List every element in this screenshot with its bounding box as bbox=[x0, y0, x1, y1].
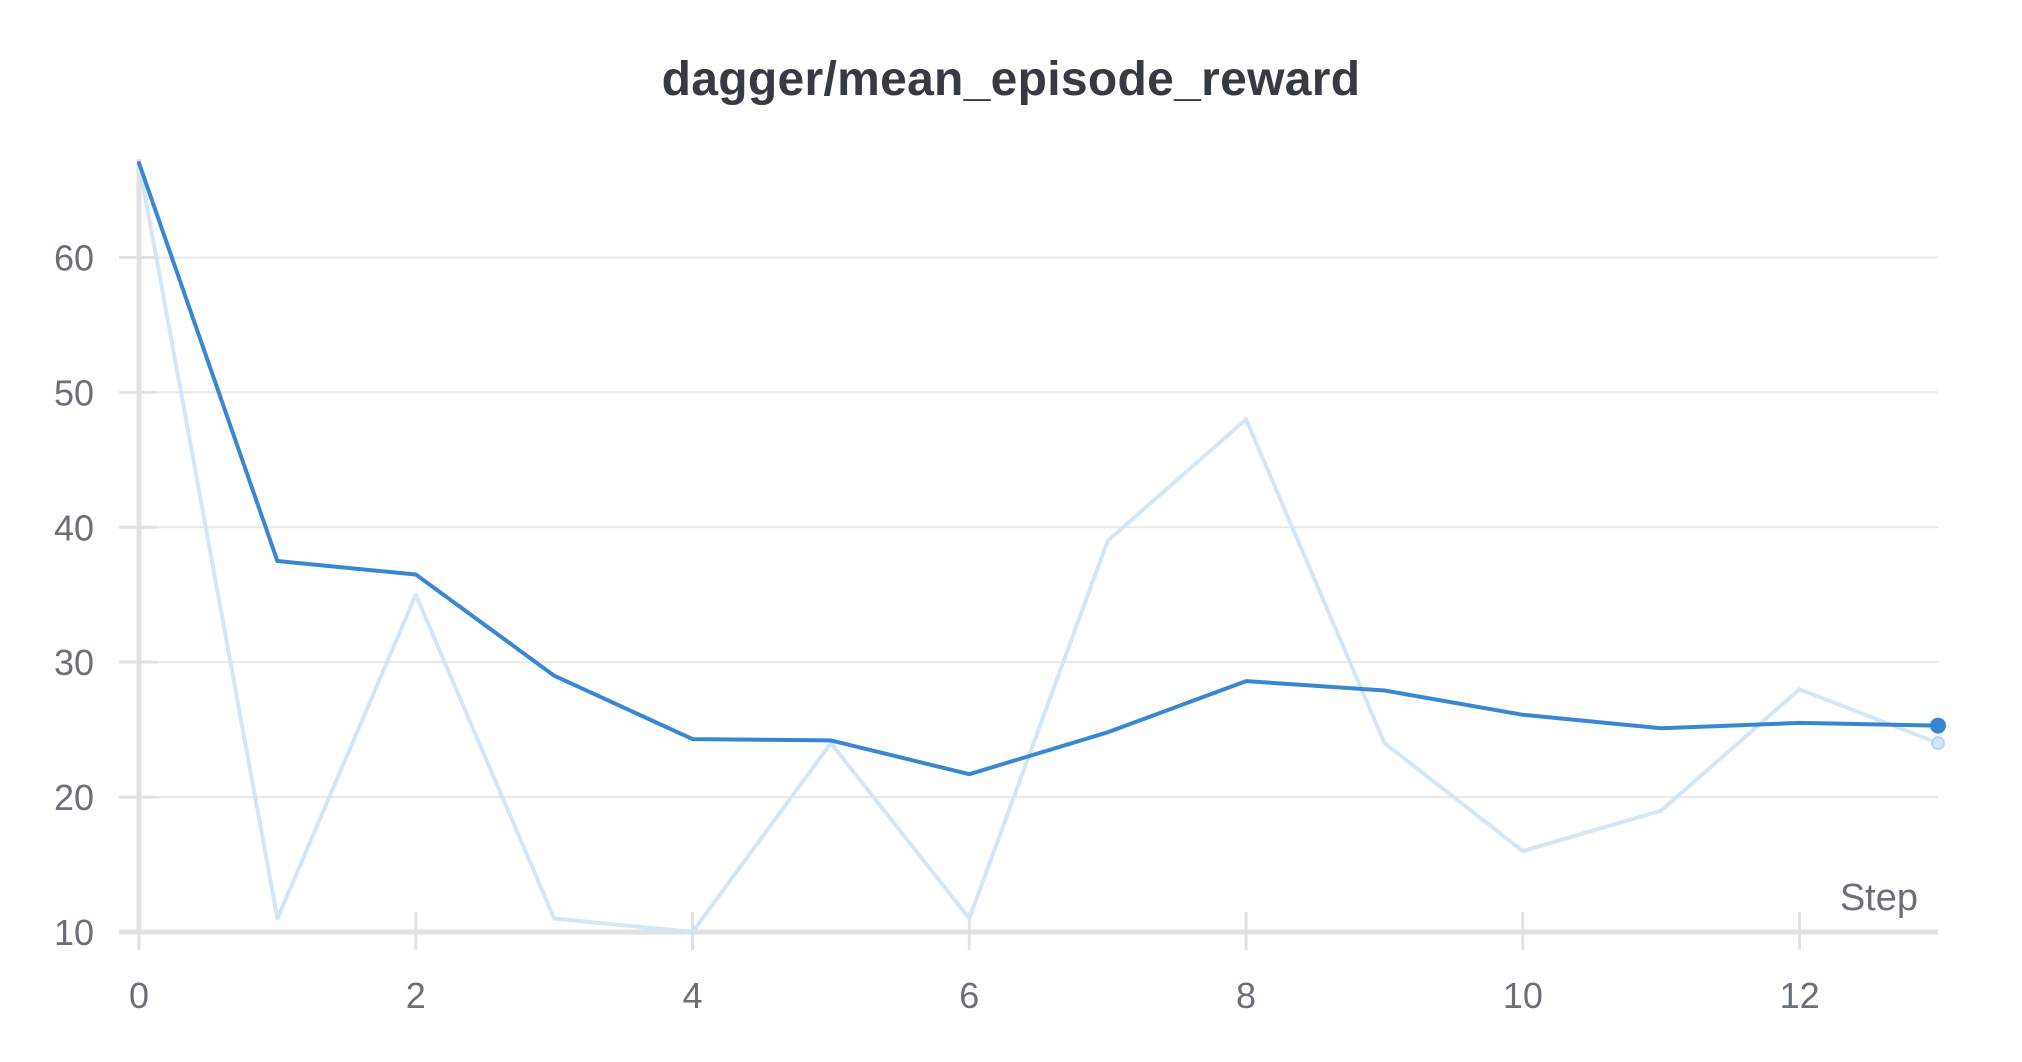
grid-lines bbox=[139, 256, 1938, 799]
x-tick-label-10: 10 bbox=[1503, 975, 1543, 1016]
tick-labels: 10 20 30 40 50 60 0 2 4 6 8 10 12 Step bbox=[54, 237, 1918, 1016]
x-tick-label-4: 4 bbox=[683, 975, 703, 1016]
x-tick-label-0: 0 bbox=[129, 975, 149, 1016]
series-line-raw bbox=[137, 161, 1940, 934]
x-tick-label-8: 8 bbox=[1236, 975, 1256, 1016]
y-tick-label-30: 30 bbox=[54, 642, 94, 683]
series-endpoint-raw[interactable] bbox=[1931, 736, 1945, 751]
x-tick-label-6: 6 bbox=[959, 975, 979, 1016]
series-line-smoothed bbox=[137, 161, 1940, 777]
x-tick-label-2: 2 bbox=[406, 975, 426, 1016]
axes bbox=[119, 159, 1938, 950]
y-tick-label-10: 10 bbox=[54, 912, 94, 953]
y-tick-label-50: 50 bbox=[54, 372, 94, 413]
series-endpoint-smoothed[interactable] bbox=[1930, 717, 1946, 734]
y-tick-label-60: 60 bbox=[54, 237, 94, 278]
x-tick-label-12: 12 bbox=[1780, 975, 1820, 1016]
chart-title: dagger/mean_episode_reward bbox=[661, 53, 1361, 106]
y-tick-label-20: 20 bbox=[54, 777, 94, 818]
y-tick-label-40: 40 bbox=[54, 507, 94, 548]
series-lines bbox=[137, 161, 1946, 934]
x-axis-title: Step bbox=[1840, 877, 1918, 919]
